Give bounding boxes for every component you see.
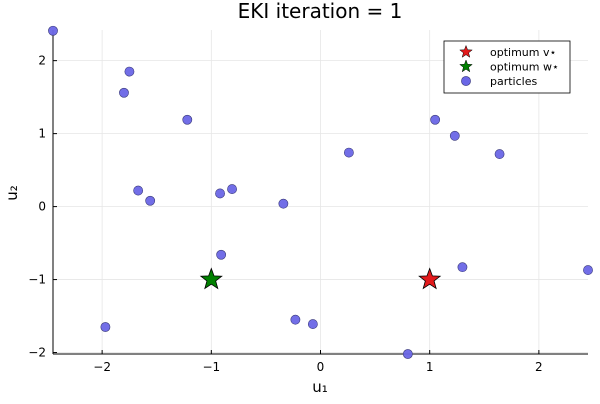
legend-label: particles — [490, 75, 537, 88]
particle-point — [145, 195, 156, 206]
particle-point — [307, 319, 318, 329]
particle-point — [124, 66, 135, 77]
optimum-v-star-marker — [418, 267, 442, 290]
legend-marker-particles — [461, 76, 471, 86]
particle-point — [402, 349, 413, 359]
data-points — [48, 25, 593, 359]
axes — [52, 30, 588, 355]
legend-marker-star — [459, 44, 473, 58]
y-tick-label: −1 — [28, 273, 46, 287]
particle-point — [494, 149, 505, 159]
particle-point — [449, 130, 460, 141]
y-tick-label: 0 — [38, 200, 46, 214]
x-tick-label: 2 — [535, 360, 543, 374]
x-tick-label: 1 — [426, 360, 434, 374]
particle-point — [182, 114, 193, 125]
legend-marker-star — [459, 59, 473, 73]
particle-point — [278, 198, 289, 209]
x-tick-label: −1 — [202, 360, 220, 374]
x-tick-label: 0 — [317, 360, 325, 374]
particle-point — [48, 25, 58, 36]
particle-point — [343, 147, 354, 158]
x-axis-title: u₁ — [312, 378, 328, 396]
y-tick-label: 1 — [38, 127, 46, 141]
particle-point — [457, 262, 468, 273]
tick-labels: −2 −1 0 1 2 −2 −1 0 1 2 — [28, 54, 542, 374]
particle-point — [133, 185, 144, 196]
legend-label: optimum v⋆ — [490, 46, 556, 59]
optimum-w-star-marker — [199, 267, 223, 290]
particle-point — [216, 249, 227, 260]
particle-point — [215, 188, 225, 199]
particle-point — [227, 184, 237, 194]
particle-point — [290, 314, 301, 325]
x-tick-label: −2 — [93, 360, 111, 374]
particle-point — [119, 87, 129, 98]
chart-title: EKI iteration = 1 — [238, 0, 403, 23]
particle-point — [100, 322, 111, 332]
y-tick-label: 2 — [38, 54, 46, 68]
y-tick-label: −2 — [28, 346, 46, 360]
particle-point — [583, 265, 593, 275]
y-axis-title: u₂ — [3, 185, 21, 201]
particle-point — [430, 114, 441, 125]
legend: optimum v⋆ optimum w⋆particles — [443, 40, 571, 94]
legend-label: optimum w⋆ — [490, 61, 559, 74]
